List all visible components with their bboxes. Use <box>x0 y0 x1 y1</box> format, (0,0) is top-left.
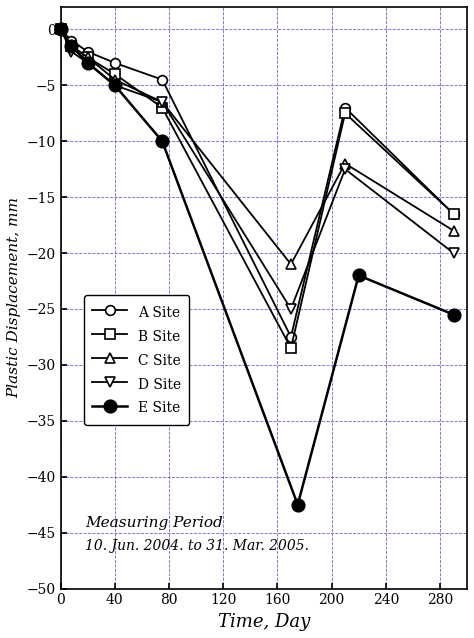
B Site <box>85 54 91 61</box>
C Site <box>69 42 74 50</box>
D Site <box>342 165 348 173</box>
C Site <box>342 160 348 167</box>
C Site <box>288 260 294 268</box>
B Site <box>69 42 74 50</box>
A Site <box>342 104 348 112</box>
E Site <box>85 59 91 67</box>
A Site <box>58 26 64 33</box>
Text: Measuring Period: Measuring Period <box>85 516 223 530</box>
Text: 10. Jun. 2004. to 31. Mar. 2005.: 10. Jun. 2004. to 31. Mar. 2005. <box>85 539 309 553</box>
A Site <box>69 36 74 44</box>
Legend: A Site, B Site, C Site, D Site, E Site: A Site, B Site, C Site, D Site, E Site <box>84 295 190 425</box>
E Site <box>295 501 301 508</box>
C Site <box>451 227 456 235</box>
Line: C Site: C Site <box>56 24 458 269</box>
A Site <box>85 48 91 56</box>
X-axis label: Time, Day: Time, Day <box>218 613 310 631</box>
A Site <box>288 333 294 341</box>
E Site <box>112 82 118 89</box>
C Site <box>112 76 118 84</box>
D Site <box>159 98 165 106</box>
B Site <box>288 345 294 352</box>
Line: E Site: E Site <box>55 23 460 511</box>
C Site <box>58 26 64 33</box>
C Site <box>85 54 91 61</box>
D Site <box>288 305 294 313</box>
C Site <box>159 98 165 106</box>
D Site <box>85 59 91 67</box>
B Site <box>58 26 64 33</box>
B Site <box>112 70 118 78</box>
E Site <box>451 311 456 318</box>
Line: A Site: A Site <box>56 24 458 342</box>
Line: D Site: D Site <box>56 24 458 314</box>
E Site <box>58 26 64 33</box>
A Site <box>159 76 165 84</box>
E Site <box>356 272 362 279</box>
B Site <box>342 109 348 117</box>
Y-axis label: Plastic Displacement, mm: Plastic Displacement, mm <box>7 197 21 398</box>
D Site <box>112 82 118 89</box>
A Site <box>451 210 456 218</box>
Line: B Site: B Site <box>56 24 458 353</box>
E Site <box>159 137 165 145</box>
B Site <box>159 104 165 112</box>
E Site <box>69 42 74 50</box>
D Site <box>451 249 456 257</box>
D Site <box>58 26 64 33</box>
B Site <box>451 210 456 218</box>
A Site <box>112 59 118 67</box>
D Site <box>69 48 74 56</box>
